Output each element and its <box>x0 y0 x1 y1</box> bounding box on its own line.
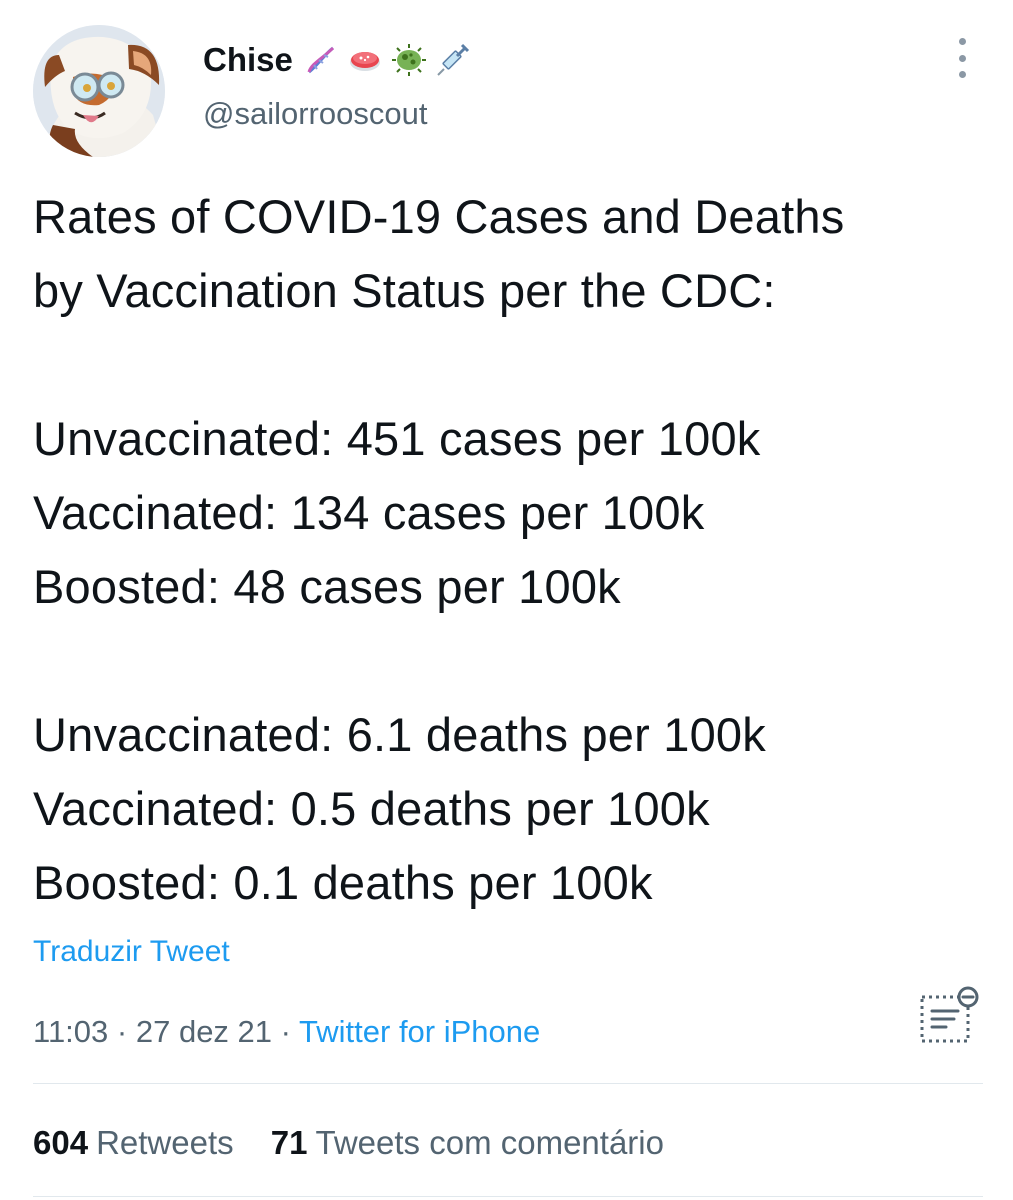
display-name[interactable]: Chise <box>203 41 293 78</box>
tweet-text-blank-line <box>33 624 983 698</box>
more-dot-icon <box>958 38 966 45</box>
tweet-analytics-icon[interactable] <box>918 985 980 1047</box>
tweet-text: Rates of COVID-19 Cases and Deaths by Va… <box>33 180 983 920</box>
divider <box>33 1196 983 1197</box>
tweet-meta: 11:03 · 27 dez 21 · Twitter for iPhone <box>33 1010 540 1054</box>
tweet-text-line: Boosted: 0.1 deaths per 100k <box>33 856 653 909</box>
retweets-label: Retweets <box>96 1124 234 1161</box>
tweet-text-line: Rates of COVID-19 Cases and Deaths <box>33 190 845 243</box>
meta-separator: · <box>280 1014 291 1049</box>
author-handle[interactable]: @sailorrooscout <box>203 96 428 131</box>
tweet-source-link[interactable]: Twitter for iPhone <box>299 1014 541 1049</box>
tweet-text-line: Unvaccinated: 6.1 deaths per 100k <box>33 708 766 761</box>
microbe-icon <box>391 42 427 78</box>
tweet-text-blank-line <box>33 328 983 402</box>
more-dot-icon <box>958 71 966 78</box>
more-options-button[interactable] <box>950 38 974 78</box>
quote-tweets-count: 71 <box>270 1124 308 1161</box>
quote-tweets-stat[interactable]: 71 Tweets com comentário <box>271 1120 664 1166</box>
tweet-date[interactable]: 27 dez 21 <box>135 1014 273 1049</box>
avatar[interactable] <box>33 25 165 157</box>
author-name-row[interactable]: Chise <box>203 38 479 82</box>
tweet-text-line: Vaccinated: 0.5 deaths per 100k <box>33 782 710 835</box>
tweet-text-line: by Vaccination Status per the CDC: <box>33 264 776 317</box>
retweets-stat[interactable]: 604 Retweets <box>33 1120 234 1166</box>
more-dot-icon <box>958 54 966 62</box>
dna-icon <box>303 42 339 78</box>
retweets-count: 604 <box>33 1124 89 1161</box>
engagement-stats: 604 Retweets 71 Tweets com comentário <box>33 1120 692 1166</box>
meta-separator: · <box>116 1014 128 1049</box>
tweet-text-line: Unvaccinated: 451 cases per 100k <box>33 412 761 465</box>
quote-tweets-label: Tweets com comentário <box>315 1124 664 1161</box>
tweet-text-line: Boosted: 48 cases per 100k <box>33 560 621 613</box>
translate-tweet-link[interactable]: Traduzir Tweet <box>33 935 230 968</box>
petri-dish-icon <box>347 42 383 78</box>
avatar-image <box>33 25 165 157</box>
syringe-icon <box>435 42 471 78</box>
tweet-text-line: Vaccinated: 134 cases per 100k <box>33 486 705 539</box>
divider <box>33 1083 983 1084</box>
tweet-time[interactable]: 11:03 <box>33 1014 109 1049</box>
